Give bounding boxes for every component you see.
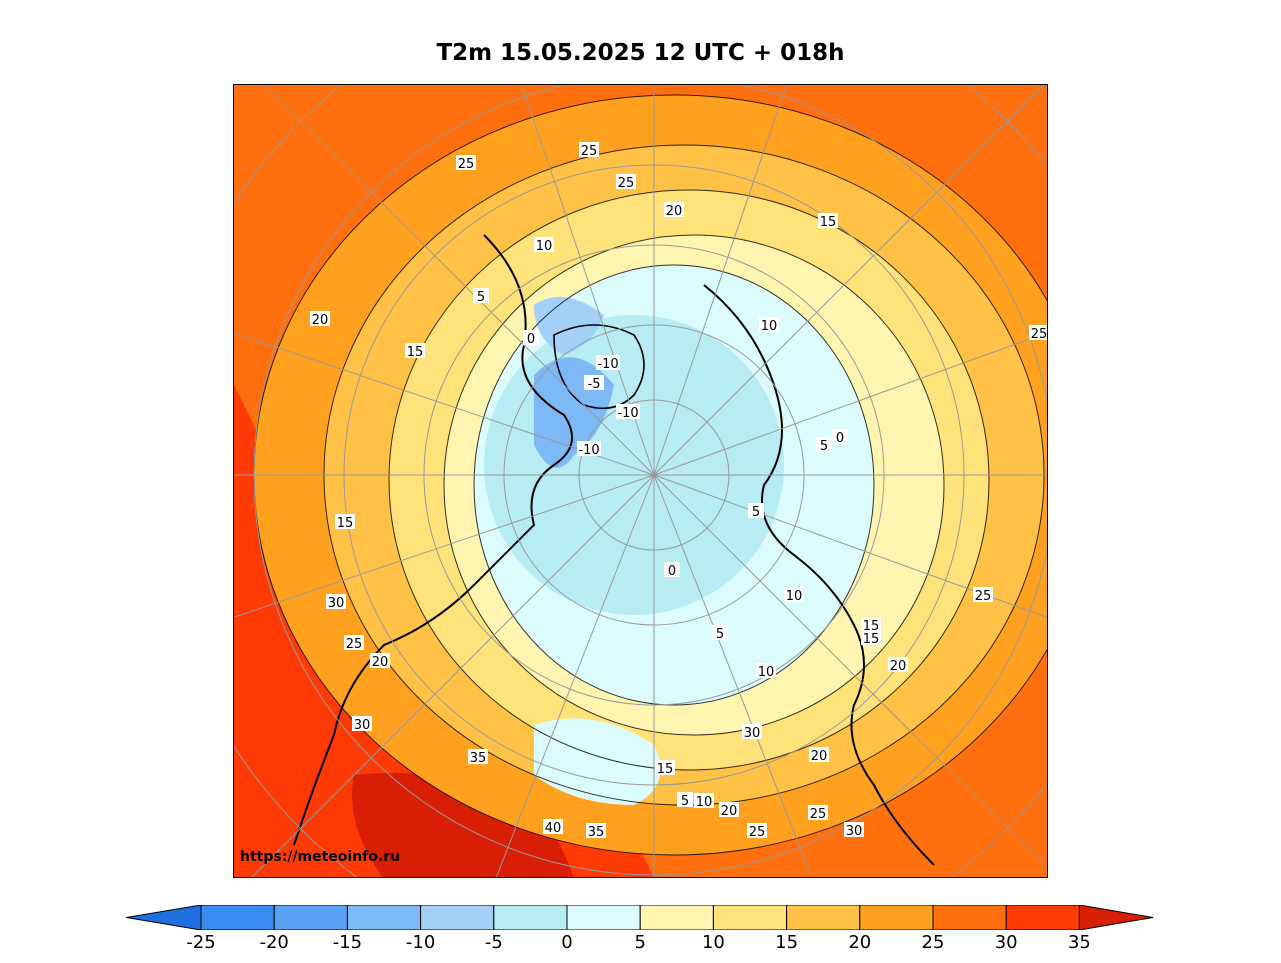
colorbar bbox=[126, 905, 1154, 930]
colorbar-segment bbox=[712, 905, 788, 930]
contour-label: -10 bbox=[578, 443, 599, 458]
colorbar-tick-label: 10 bbox=[701, 932, 725, 953]
contour-label: 0 bbox=[836, 431, 844, 446]
colorbar-tick-label: -20 bbox=[259, 932, 289, 953]
colorbar-tick-label: -25 bbox=[186, 932, 216, 953]
contour-label: -10 bbox=[597, 357, 618, 372]
graticule bbox=[234, 85, 1047, 877]
contour-label: 20 bbox=[811, 749, 828, 764]
map-title: T2m 15.05.2025 12 UTC + 018h bbox=[436, 40, 845, 66]
contour-label: 20 bbox=[372, 655, 389, 670]
contour-label: 30 bbox=[744, 726, 761, 741]
contour-label: 10 bbox=[696, 795, 713, 810]
contour-label: 30 bbox=[846, 824, 863, 839]
contour-label: 10 bbox=[761, 319, 778, 334]
tibet-cool bbox=[534, 718, 661, 805]
contour-label: 10 bbox=[758, 665, 775, 680]
colorbar-tick-label: -5 bbox=[484, 932, 503, 953]
contour-label: 20 bbox=[721, 804, 738, 819]
colorbar-tick-label: 35 bbox=[1067, 932, 1091, 953]
colorbar-tick-label: 15 bbox=[775, 932, 799, 953]
colorbar-tick-label: 0 bbox=[561, 932, 573, 953]
colorbar-segment bbox=[273, 905, 348, 930]
colorbar-segment bbox=[786, 905, 861, 930]
contour-label: 15 bbox=[863, 619, 880, 634]
contour-label: 25 bbox=[618, 176, 635, 191]
contour-label: 25 bbox=[346, 637, 363, 652]
colorbar-segment bbox=[420, 905, 495, 930]
colorbar-segment bbox=[346, 905, 422, 930]
contour-label: 30 bbox=[354, 718, 371, 733]
contour-label: 20 bbox=[890, 659, 907, 674]
contour-label: 35 bbox=[470, 751, 487, 766]
colorbar-segment bbox=[859, 905, 934, 930]
colorbar-tick-label: 30 bbox=[994, 932, 1018, 953]
colorbar-segment bbox=[1005, 905, 1080, 930]
contour-label: 5 bbox=[716, 627, 724, 642]
contour-label: 0 bbox=[527, 332, 535, 347]
contour-label: 10 bbox=[786, 589, 803, 604]
colorbar-segment bbox=[566, 905, 641, 930]
colorbar-tick-label: -10 bbox=[405, 932, 436, 953]
contour-label: 0 bbox=[668, 564, 676, 579]
watermark-text: https://meteoinfo.ru bbox=[240, 849, 401, 865]
contour-label: 5 bbox=[752, 505, 760, 520]
contour-label: 35 bbox=[588, 825, 605, 840]
contour-label: 20 bbox=[666, 204, 683, 219]
colorbar-tick-label: 25 bbox=[921, 932, 945, 953]
contour-label: 25 bbox=[749, 825, 766, 840]
contour-label: 25 bbox=[975, 589, 992, 604]
contour-label: -5 bbox=[588, 377, 601, 392]
contour-labels: 25 25 25 25 20 20 15 15 10 10 5 5 0 0 -5… bbox=[310, 142, 1048, 840]
contour-label: 15 bbox=[863, 632, 880, 647]
contour-label: 15 bbox=[820, 215, 837, 230]
colorbar-tick-label: 5 bbox=[634, 932, 646, 953]
colorbar-arrow-high bbox=[1078, 905, 1154, 930]
contour-label: -10 bbox=[617, 406, 638, 421]
contour-label: 25 bbox=[581, 144, 598, 159]
colorbar-segment bbox=[932, 905, 1007, 930]
contour-label: 25 bbox=[458, 157, 475, 172]
contour-label: 25 bbox=[810, 807, 827, 822]
contour-label: 10 bbox=[536, 239, 553, 254]
temperature-map: 25 25 25 25 20 20 15 15 10 10 5 5 0 0 -5… bbox=[233, 84, 1048, 878]
contour-label: 30 bbox=[328, 596, 345, 611]
contour-label: 20 bbox=[312, 313, 329, 328]
colorbar-tick-label: -15 bbox=[332, 932, 363, 953]
colorbar-segment bbox=[493, 905, 568, 930]
colorbar-tick-label: 20 bbox=[848, 932, 872, 953]
contour-label: 15 bbox=[407, 345, 424, 360]
colorbar-segment bbox=[639, 905, 714, 930]
map-canvas: 25 25 25 25 20 20 15 15 10 10 5 5 0 0 -5… bbox=[234, 85, 1048, 877]
coastline-west bbox=[293, 234, 573, 846]
contour-label: 40 bbox=[545, 821, 562, 836]
contour-label: 25 bbox=[1031, 327, 1048, 342]
contour-label: 15 bbox=[337, 516, 354, 531]
contour-label: 15 bbox=[657, 762, 674, 777]
contour-label: 5 bbox=[477, 290, 485, 305]
temp-band-minus5-0 bbox=[484, 315, 784, 615]
contour-label: 5 bbox=[681, 794, 689, 809]
contour-label: 5 bbox=[820, 439, 828, 454]
colorbar-arrow-low bbox=[126, 905, 202, 930]
colorbar-segment bbox=[200, 905, 275, 930]
